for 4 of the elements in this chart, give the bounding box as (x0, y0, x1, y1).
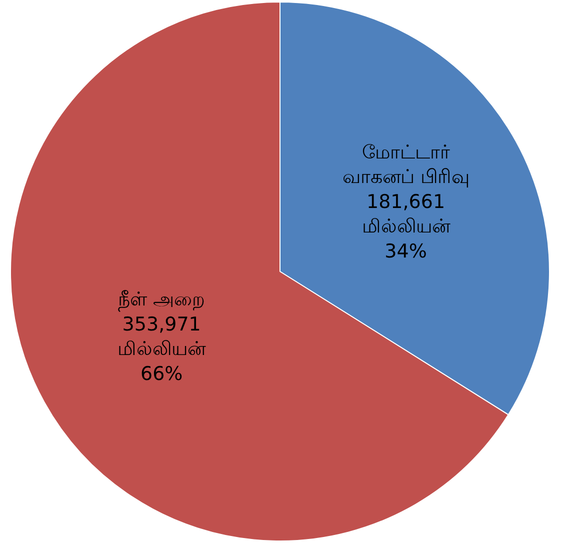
slice-label: மோட்டார் வாகனப் பிரிவு (342, 142, 470, 188)
data-label: 181,661 மில்லியன் 34% (362, 190, 451, 262)
slice-label: நீள் அறை (118, 288, 206, 312)
data-label: 353,971 மில்லியன் 66% (118, 313, 207, 385)
